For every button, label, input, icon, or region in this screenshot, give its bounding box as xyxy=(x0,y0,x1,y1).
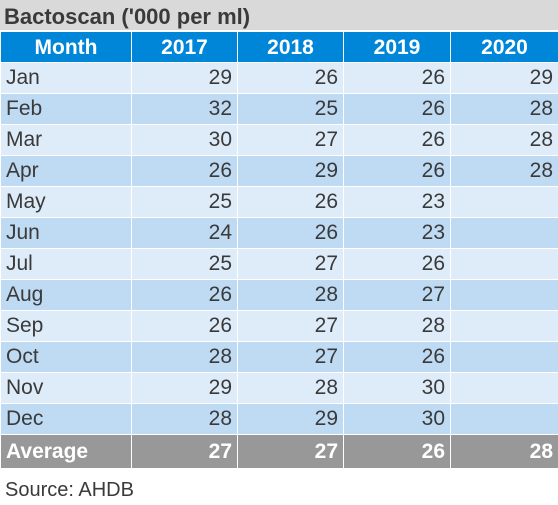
value-cell xyxy=(450,372,558,404)
average-2019: 26 xyxy=(343,434,451,469)
value-cell: 27 xyxy=(343,279,451,311)
value-cell: 26 xyxy=(343,155,451,187)
column-header-2017: 2017 xyxy=(131,31,238,63)
month-cell: Oct xyxy=(0,341,132,373)
table-row: Feb 32 25 26 28 xyxy=(0,93,558,125)
value-cell: 27 xyxy=(237,341,344,373)
table-row: Jun 24 26 23 xyxy=(0,217,558,249)
table-row: Sep 26 27 28 xyxy=(0,310,558,342)
table-title: Bactoscan ('000 per ml) xyxy=(0,0,558,31)
bactoscan-table: Month 2017 2018 2019 2020 Jan 29 26 26 29 Feb… xyxy=(0,31,558,469)
column-header-2019: 2019 xyxy=(343,31,451,63)
table-row: Aug 26 28 27 xyxy=(0,279,558,311)
value-cell xyxy=(450,310,558,342)
value-cell: 28 xyxy=(237,279,344,311)
month-cell: Dec xyxy=(0,403,132,435)
average-2017: 27 xyxy=(131,434,238,469)
average-row: Average 27 27 26 28 xyxy=(0,434,558,469)
value-cell: 26 xyxy=(237,217,344,249)
value-cell: 26 xyxy=(343,341,451,373)
value-cell: 26 xyxy=(343,62,451,94)
table-row: May 25 26 23 xyxy=(0,186,558,218)
month-cell: Jul xyxy=(0,248,132,280)
value-cell: 28 xyxy=(450,124,558,156)
value-cell xyxy=(450,248,558,280)
value-cell: 25 xyxy=(131,186,238,218)
value-cell: 24 xyxy=(131,217,238,249)
table-row: Jul 25 27 26 xyxy=(0,248,558,280)
value-cell: 28 xyxy=(343,310,451,342)
value-cell: 28 xyxy=(450,155,558,187)
value-cell: 23 xyxy=(343,217,451,249)
value-cell: 28 xyxy=(131,403,238,435)
value-cell: 26 xyxy=(343,248,451,280)
value-cell: 29 xyxy=(237,155,344,187)
month-cell: Nov xyxy=(0,372,132,404)
month-cell: Jan xyxy=(0,62,132,94)
value-cell: 26 xyxy=(131,310,238,342)
table-row: Jan 29 26 26 29 xyxy=(0,62,558,94)
value-cell: 30 xyxy=(343,372,451,404)
value-cell xyxy=(450,279,558,311)
value-cell: 25 xyxy=(237,93,344,125)
value-cell: 29 xyxy=(450,62,558,94)
average-2018: 27 xyxy=(237,434,344,469)
table-row: Mar 30 27 26 28 xyxy=(0,124,558,156)
month-cell: Mar xyxy=(0,124,132,156)
month-cell: Aug xyxy=(0,279,132,311)
value-cell: 26 xyxy=(131,279,238,311)
month-cell: Jun xyxy=(0,217,132,249)
value-cell: 26 xyxy=(131,155,238,187)
value-cell: 25 xyxy=(131,248,238,280)
value-cell: 29 xyxy=(237,403,344,435)
value-cell: 30 xyxy=(131,124,238,156)
value-cell xyxy=(450,341,558,373)
value-cell: 30 xyxy=(343,403,451,435)
table-row: Dec 28 29 30 xyxy=(0,403,558,435)
value-cell: 23 xyxy=(343,186,451,218)
average-2020: 28 xyxy=(450,434,558,469)
value-cell: 28 xyxy=(131,341,238,373)
value-cell xyxy=(450,403,558,435)
value-cell: 27 xyxy=(237,124,344,156)
column-header-2018: 2018 xyxy=(237,31,344,63)
value-cell: 32 xyxy=(131,93,238,125)
table-row: Nov 29 28 30 xyxy=(0,372,558,404)
source-note: Source: AHDB xyxy=(5,479,134,501)
value-cell: 29 xyxy=(131,372,238,404)
table-row: Apr 26 29 26 28 xyxy=(0,155,558,187)
month-cell: May xyxy=(0,186,132,218)
value-cell: 27 xyxy=(237,310,344,342)
month-cell: Feb xyxy=(0,93,132,125)
value-cell: 28 xyxy=(450,93,558,125)
table-row: Oct 28 27 26 xyxy=(0,341,558,373)
value-cell: 29 xyxy=(131,62,238,94)
value-cell: 26 xyxy=(343,124,451,156)
value-cell: 27 xyxy=(237,248,344,280)
value-cell xyxy=(450,186,558,218)
column-header-month: Month xyxy=(0,31,132,63)
column-header-2020: 2020 xyxy=(450,31,558,63)
month-cell: Apr xyxy=(0,155,132,187)
value-cell: 26 xyxy=(237,186,344,218)
value-cell: 26 xyxy=(343,93,451,125)
table-body: Jan 29 26 26 29 Feb 32 25 26 28 Mar 30 27 26 28 Apr 26 29… xyxy=(0,62,558,435)
month-cell: Sep xyxy=(0,310,132,342)
value-cell: 26 xyxy=(237,62,344,94)
average-label: Average xyxy=(0,434,132,469)
value-cell: 28 xyxy=(237,372,344,404)
value-cell xyxy=(450,217,558,249)
header-row: Month 2017 2018 2019 2020 xyxy=(0,31,558,63)
